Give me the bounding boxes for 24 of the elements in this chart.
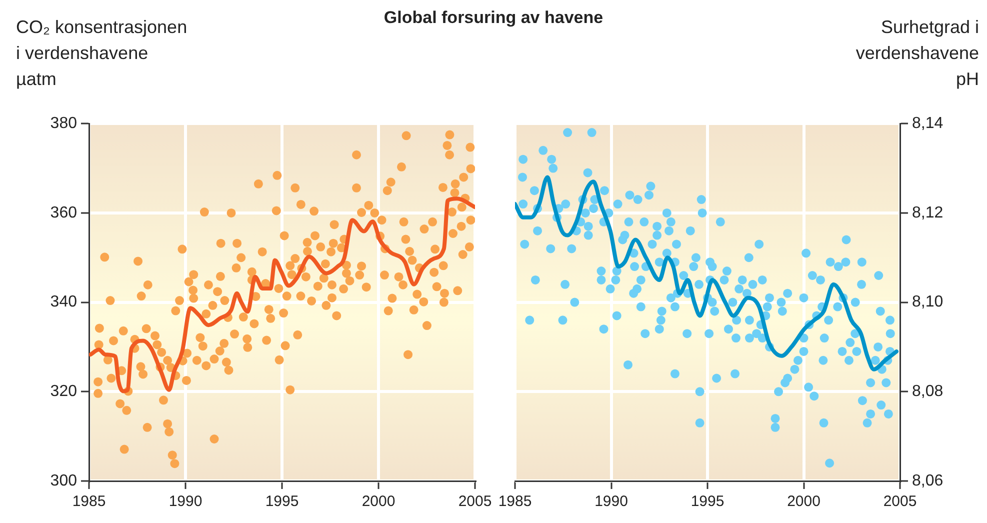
- x-tick-label: 1995: [690, 493, 724, 510]
- y2-tick-label: 8,08: [912, 383, 944, 400]
- x-tick-label: 2000: [362, 493, 396, 510]
- y2-tick-label: 8,10: [912, 294, 944, 311]
- y-tick-label: 360: [50, 204, 78, 222]
- y-tick-label: 380: [50, 115, 78, 132]
- y2-tick-label: 8,06: [912, 472, 944, 490]
- x-tick-label: 2005: [458, 493, 492, 510]
- y2-tick-label: 8,14: [912, 115, 944, 132]
- y2-tick-label: 8,12: [912, 204, 944, 222]
- chart-title: Global forsuring av havene: [384, 8, 604, 27]
- x-tick-label: 1985: [498, 493, 532, 510]
- x-tick-label: 2005: [883, 493, 917, 510]
- x-tick-label: 1995: [265, 493, 299, 510]
- x-tick-label: 1985: [72, 493, 106, 510]
- x-tick-label: 1990: [168, 493, 202, 510]
- y-tick-label: 340: [50, 294, 78, 311]
- line-series: [515, 175, 899, 372]
- y2-axis-title: Surhetgrad i verdenshavene pH: [856, 16, 979, 91]
- x-tick-label: 2000: [787, 493, 820, 510]
- y-tick-label: 300: [50, 472, 78, 490]
- y-tick-label: 320: [50, 383, 78, 400]
- x-tick-label: 1990: [594, 493, 628, 510]
- y-axis-title: CO₂ konsentrasjonen i verdenshavene µatm: [16, 16, 188, 91]
